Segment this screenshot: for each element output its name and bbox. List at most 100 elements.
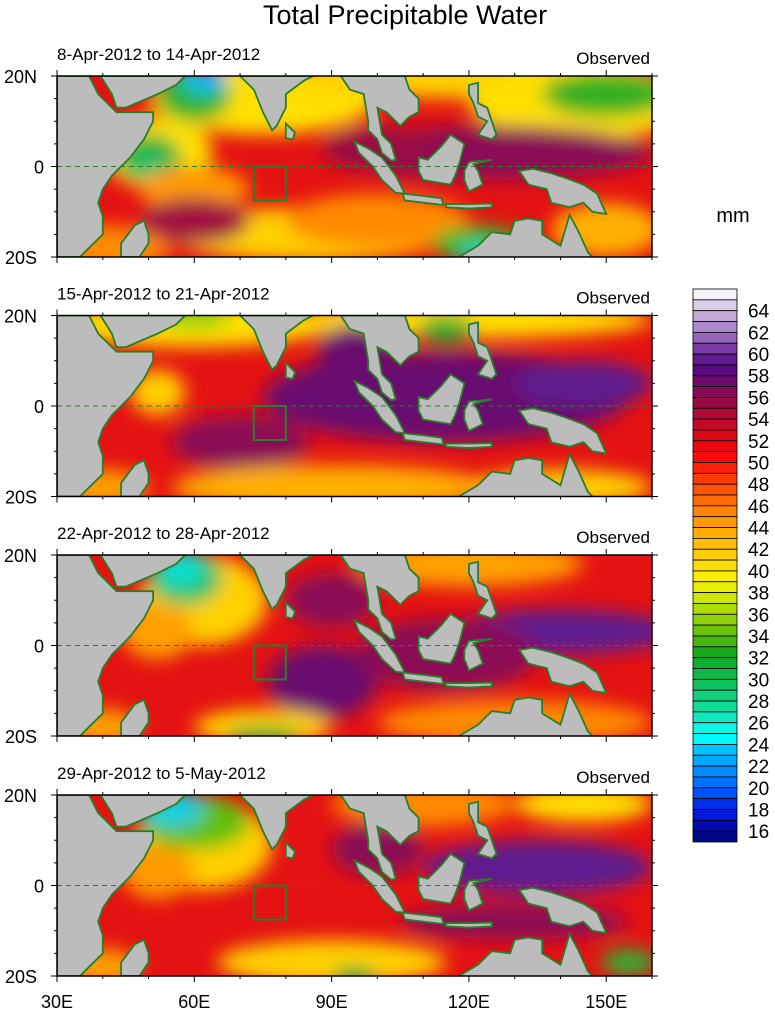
field-contour-region <box>194 708 332 736</box>
colorbar-swatch <box>692 299 738 312</box>
landmass-srilanka <box>284 360 297 380</box>
y-tick-label: 0 <box>34 637 44 657</box>
landmass-borneo <box>417 373 466 426</box>
colorbar-label: 46 <box>748 497 769 518</box>
landmass-arabia <box>99 555 187 588</box>
colorbar-label: 54 <box>748 410 770 431</box>
colorbar-swatch <box>692 657 738 669</box>
colorbar-swatch <box>692 798 738 810</box>
landmass-madagascar <box>120 459 150 497</box>
colorbar-label: 32 <box>748 649 769 670</box>
colorbar-swatch <box>692 386 738 398</box>
colorbar-swatch <box>692 613 738 626</box>
landmass-newguinea <box>517 407 608 455</box>
landmass-java <box>401 432 446 446</box>
colorbar-swatch <box>692 776 738 789</box>
colorbar-swatch <box>692 429 738 442</box>
field-contour-region <box>171 415 309 470</box>
landmass-australia <box>457 691 594 736</box>
colorbar-swatch <box>692 678 738 691</box>
colorbar-swatch <box>692 559 738 572</box>
colorbar: 6462605856545250484644424038363432302826… <box>692 288 770 843</box>
colorbar-label: 22 <box>748 757 769 778</box>
precipitable-water-field <box>57 555 652 736</box>
colorbar-swatch <box>692 765 738 778</box>
colorbar-label: 34 <box>748 627 770 648</box>
field-contour-region <box>331 966 378 976</box>
landmass-java <box>401 192 446 207</box>
landmass-sumatra <box>352 139 407 195</box>
landmass-arabia <box>99 76 187 109</box>
precipitable-water-field <box>57 76 652 257</box>
colorbar-label: 38 <box>748 584 769 605</box>
colorbar-label: 64 <box>748 302 770 323</box>
field-contour-region <box>267 645 378 718</box>
region-box <box>252 405 287 441</box>
landmass-newguinea <box>517 886 608 935</box>
y-tick-label: 20N <box>4 546 37 566</box>
colorbar-swatch <box>692 418 738 431</box>
landmass-srilanka <box>284 840 297 860</box>
colorbar-swatch <box>692 624 738 637</box>
landmass-india <box>238 795 314 851</box>
field-contour-region <box>285 573 378 628</box>
colorbar-swatch <box>692 451 738 463</box>
colorbar-swatch <box>692 830 738 843</box>
colorbar-swatch <box>692 635 738 648</box>
colorbar-swatch <box>692 819 738 832</box>
field-contour-region <box>285 193 469 248</box>
region-box <box>252 165 287 202</box>
panel-date-range: 8-Apr-2012 to 14-Apr-2012 <box>57 45 260 64</box>
colorbar-label: 26 <box>748 714 769 735</box>
colorbar-swatch <box>692 754 738 767</box>
landmass-philippines <box>468 800 498 860</box>
landmass-newguinea <box>517 167 608 216</box>
panel-date-range: 22-Apr-2012 to 28-Apr-2012 <box>57 524 270 543</box>
x-tick-label: 120E <box>448 992 490 1012</box>
colorbar-swatch <box>692 407 738 420</box>
colorbar-label: 18 <box>748 800 769 821</box>
field-contour-region <box>139 166 250 212</box>
colorbar-label: 36 <box>748 605 769 626</box>
landmass-sunda <box>445 921 493 929</box>
colorbar-swatch <box>692 527 738 539</box>
panel-label: Observed <box>576 768 650 787</box>
panel-label: Observed <box>576 528 650 547</box>
colorbar-label: 48 <box>748 475 769 496</box>
landmass-sumatra <box>352 379 407 435</box>
landmass-java <box>401 911 446 926</box>
landmass-philippines <box>468 321 498 380</box>
panel-label: Observed <box>576 49 650 68</box>
colorbar-swatch <box>692 288 738 301</box>
colorbar-label: 42 <box>748 540 769 561</box>
colorbar-swatch <box>692 787 738 800</box>
x-tick-label: 30E <box>41 992 73 1012</box>
colorbar-label: 56 <box>748 388 769 409</box>
colorbar-label: 24 <box>748 735 770 756</box>
x-axis-labels: 30E 60E 90E 120E 150E <box>41 992 627 1012</box>
panel-date-range: 15-Apr-2012 to 21-Apr-2012 <box>57 285 270 304</box>
landmass-madagascar <box>120 698 150 736</box>
region-box <box>252 644 287 681</box>
landmass-sulawesi <box>463 637 493 672</box>
landmass-philippines <box>468 81 498 141</box>
field-contour-region <box>130 369 186 416</box>
landmass-sunda <box>445 202 493 210</box>
map-panel: 29-Apr-2012 to 5-May-2012 Observed 20N 0 20S <box>4 764 658 987</box>
landmass-madagascar <box>120 938 150 976</box>
landmass-srilanka <box>284 600 297 620</box>
y-tick-label: 20N <box>4 307 37 327</box>
field-contour-region <box>171 464 492 497</box>
x-tick-label: 150E <box>585 992 627 1012</box>
colorbar-swatch <box>692 581 738 594</box>
colorbar-swatch <box>692 331 738 344</box>
colorbar-label: 20 <box>748 779 769 800</box>
colorbar-swatch <box>692 462 738 474</box>
panel-date-range: 29-Apr-2012 to 5-May-2012 <box>57 764 266 783</box>
colorbar-swatch <box>692 711 738 724</box>
colorbar-swatch <box>692 668 738 680</box>
colorbar-swatch <box>692 505 738 518</box>
x-tick-label: 60E <box>178 992 210 1012</box>
map-panel: 15-Apr-2012 to 21-Apr-2012 Observed 20N 0 20… <box>4 285 658 508</box>
